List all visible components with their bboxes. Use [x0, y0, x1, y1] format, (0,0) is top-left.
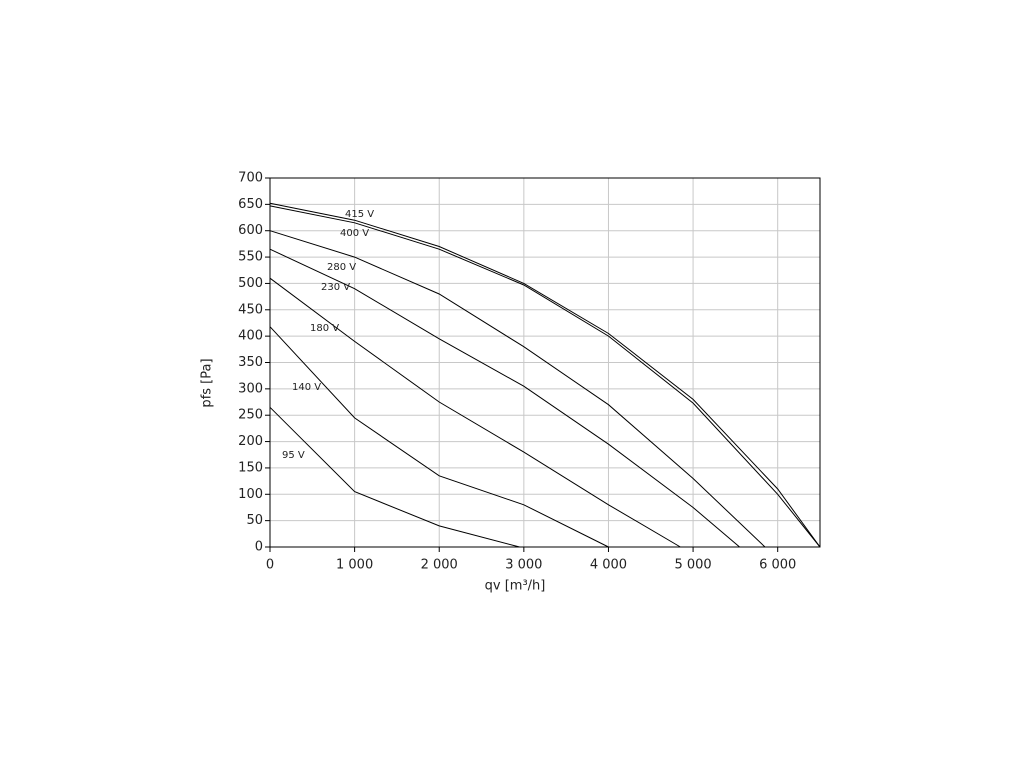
curve-label: 415 V	[345, 209, 374, 220]
fan-curve	[269, 248, 740, 548]
y-tick-label: 700	[238, 171, 263, 186]
fan-curve	[269, 202, 821, 548]
fan-curve	[269, 230, 766, 548]
y-tick-label: 400	[238, 329, 263, 344]
curve-label: 140 V	[292, 382, 321, 393]
fan-curve	[269, 205, 821, 548]
x-tick-label: 6 000	[759, 558, 796, 573]
y-tick-label: 300	[238, 381, 263, 396]
curve-label: 230 V	[321, 282, 350, 293]
y-tick-label: 350	[238, 355, 263, 370]
fan-curve	[269, 326, 609, 548]
plot-frame	[269, 177, 821, 548]
y-tick-label: 200	[238, 434, 263, 449]
curve-label: 180 V	[310, 323, 339, 334]
y-tick-label: 450	[238, 302, 263, 317]
y-tick-label: 550	[238, 250, 263, 265]
curve-label: 400 V	[340, 228, 369, 239]
y-tick-label: 500	[238, 276, 263, 291]
y-tick-label: 650	[238, 197, 263, 212]
y-axis-label: pfs [Pa]	[200, 358, 215, 407]
curve-label: 280 V	[327, 262, 356, 273]
x-tick-label: 4 000	[590, 558, 627, 573]
y-tick-label: 150	[238, 460, 263, 475]
x-tick-label: 3 000	[505, 558, 542, 573]
x-tick-label: 2 000	[421, 558, 458, 573]
fan-curve	[269, 406, 520, 548]
x-tick-label: 0	[266, 558, 274, 573]
y-tick-label: 100	[238, 487, 263, 502]
x-axis-label: qv [m³/h]	[485, 579, 546, 594]
fan-curve	[269, 277, 681, 548]
x-tick-label: 1 000	[336, 558, 373, 573]
x-tick-label: 5 000	[674, 558, 711, 573]
curve-label: 95 V	[282, 450, 305, 461]
y-tick-label: 0	[255, 540, 263, 555]
y-tick-label: 50	[246, 513, 263, 528]
y-tick-label: 250	[238, 408, 263, 423]
y-tick-label: 600	[238, 223, 263, 238]
